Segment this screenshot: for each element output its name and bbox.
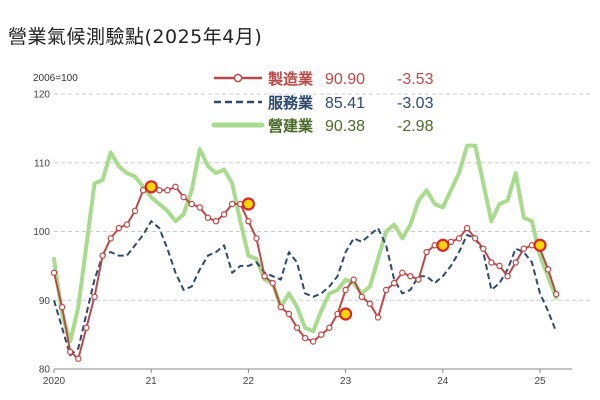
x-tick-label: 25 [534, 376, 546, 387]
y-tick-label: 90 [39, 296, 51, 307]
manufacturing-point [107, 235, 114, 242]
manufacturing-point [358, 293, 365, 301]
legend-value-manufacturing: 90.90 [325, 71, 365, 88]
manufacturing-point [520, 245, 528, 252]
series-line-construction [52, 143, 559, 344]
manufacturing-point [115, 224, 123, 232]
manufacturing-point [374, 314, 382, 321]
series-line-services [53, 220, 558, 357]
manufacturing-point [188, 200, 195, 208]
legend-change-manufacturing: -3.53 [397, 71, 434, 88]
manufacturing-point [75, 355, 82, 362]
y-tick-label: 120 [33, 90, 50, 101]
series-services [53, 220, 558, 357]
x-axis-ticks: 2020 21 22 23 24 25 [43, 369, 546, 387]
x-tick-label: 2020 [43, 376, 66, 387]
chart-title: 營業氣候測驗點(2025年4月) [8, 26, 263, 48]
manufacturing-point [293, 324, 301, 331]
highlight-point [241, 197, 255, 211]
legend-item-manufacturing: 製造業 90.90 -3.53 [214, 70, 434, 88]
series-line-manufacturing [53, 185, 558, 360]
y-tick-label: 100 [33, 227, 50, 238]
legend-name-construction: 營建業 [268, 117, 314, 135]
manufacturing-point [391, 279, 398, 287]
manufacturing-point [544, 266, 552, 273]
legend-marker-manufacturing [233, 73, 243, 83]
legend-name-manufacturing: 製造業 [267, 70, 314, 88]
manufacturing-point [496, 262, 503, 270]
manufacturing-point [472, 235, 479, 242]
manufacturing-point [66, 348, 74, 356]
series-construction [52, 143, 559, 344]
manufacturing-point [277, 303, 284, 311]
manufacturing-point [382, 286, 390, 294]
manufacturing-point [164, 187, 171, 194]
manufacturing-point [342, 286, 349, 294]
manufacturing-point [366, 300, 374, 307]
manufacturing-point [399, 269, 406, 276]
manufacturing-point [463, 224, 471, 232]
manufacturing-point [50, 269, 58, 276]
legend-change-services: -3.03 [397, 95, 434, 112]
manufacturing-point [553, 290, 560, 298]
grid-lines [54, 93, 590, 301]
x-tick-label: 22 [243, 376, 255, 387]
manufacturing-point [212, 217, 220, 225]
manufacturing-point [253, 235, 260, 242]
manufacturing-point [58, 303, 66, 311]
manufacturing-point [83, 324, 90, 331]
manufacturing-point [512, 259, 519, 266]
legend-item-services: 服務業 85.41 -3.03 [214, 94, 434, 112]
manufacturing-point [326, 324, 333, 331]
manufacturing-point [301, 334, 309, 342]
manufacturing-point [245, 217, 252, 225]
series-manufacturing [50, 183, 560, 362]
manufacturing-point [196, 204, 203, 211]
legend-change-construction: -2.98 [397, 118, 434, 135]
manufacturing-point [488, 259, 495, 266]
legend-name-services: 服務業 [268, 94, 314, 112]
manufacturing-point [350, 276, 357, 283]
manufacturing-point [480, 245, 487, 252]
manufacturing-point [91, 293, 98, 301]
x-tick-label: 24 [437, 376, 449, 387]
manufacturing-point [407, 272, 414, 280]
manufacturing-point [285, 310, 293, 318]
manufacturing-point [220, 211, 228, 218]
manufacturing-point [269, 279, 276, 287]
x-tick-label: 21 [146, 376, 158, 387]
manufacturing-point [310, 338, 317, 345]
highlight-point [436, 238, 450, 252]
y-tick-label: 110 [34, 158, 50, 169]
manufacturing-point [455, 235, 463, 242]
manufacturing-point [415, 276, 422, 283]
legend-value-construction: 90.38 [325, 118, 365, 135]
manufacturing-point [131, 207, 139, 215]
manufacturing-point [504, 272, 511, 280]
legend: 製造業 90.90 -3.53 服務業 85.41 -3.03 營建業 90.3… [211, 70, 434, 135]
manufacturing-point [204, 214, 212, 221]
manufacturing-point [123, 221, 131, 228]
legend-value-services: 85.41 [325, 95, 365, 112]
y-axis-ticks: 80 90 100 110 120 [33, 90, 50, 376]
manufacturing-point [172, 183, 179, 191]
manufacturing-point [99, 252, 106, 259]
manufacturing-point [423, 248, 430, 256]
manufacturing-point [261, 272, 268, 280]
highlight-point [533, 238, 547, 252]
legend-item-construction: 營建業 90.38 -2.98 [211, 117, 434, 135]
y-tick-label: 80 [39, 365, 51, 376]
x-tick-label: 23 [340, 376, 352, 387]
highlight-markers [144, 180, 547, 321]
base-year-label: 2006=100 [33, 73, 78, 84]
highlight-point [144, 180, 158, 194]
manufacturing-point [180, 193, 187, 201]
manufacturing-point [228, 200, 236, 208]
manufacturing-point [318, 331, 325, 338]
highlight-point [339, 307, 353, 321]
